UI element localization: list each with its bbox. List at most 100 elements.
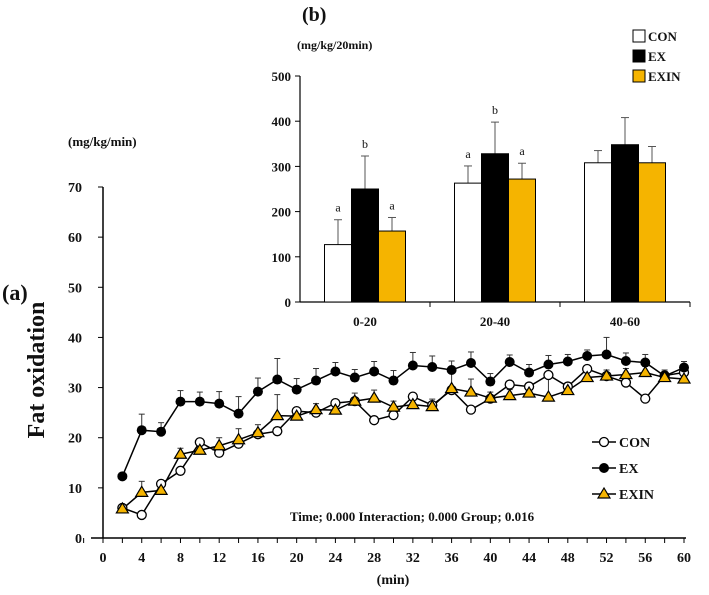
bar-category-label: 40-60 (610, 314, 640, 329)
bar-legend-label: EXIN (648, 69, 681, 84)
legend-marker-ex (599, 463, 609, 473)
bar-ex (351, 188, 379, 303)
bar-ex (611, 144, 639, 303)
point-ex (562, 356, 573, 367)
point-exin (580, 370, 595, 383)
point-exin (444, 381, 459, 394)
x-tick-label: 36 (445, 551, 459, 566)
point-ex (446, 365, 457, 376)
point-con (640, 393, 651, 404)
point-exin (134, 485, 149, 497)
point-exin (347, 393, 362, 406)
stats-annotation: Time; 0.000 Interaction; 0.000 Group; 0.… (290, 509, 535, 524)
x-tick-label: 24 (328, 551, 342, 566)
point-ex (601, 349, 612, 360)
legend-label: EXIN (619, 488, 654, 503)
bar-y-tick-label: 200 (272, 205, 292, 220)
bar-con (454, 182, 482, 303)
legend-swatch-con (632, 29, 646, 43)
x-axis-label: (min) (377, 573, 410, 588)
x-tick-label: 48 (561, 551, 575, 566)
bar-y-tick-label: 0 (285, 295, 292, 310)
x-tick-label: 4 (138, 551, 145, 566)
point-exin (192, 443, 207, 455)
point-ex (233, 408, 244, 419)
point-ex (194, 396, 205, 407)
legend-label: CON (619, 436, 650, 451)
legend-marker-exin (596, 486, 612, 499)
point-exin (502, 388, 517, 401)
legend-label: EX (619, 462, 638, 477)
panel-label-a: (a) (2, 280, 28, 305)
point-ex (311, 375, 322, 386)
point-ex (214, 398, 225, 409)
significance-letter: a (389, 198, 395, 212)
y-tick-label: 20 (68, 432, 82, 447)
point-exin (367, 390, 382, 403)
point-exin (463, 384, 479, 397)
bar-exin (508, 178, 536, 303)
point-exin (289, 408, 304, 421)
panel-label-b: (b) (302, 4, 326, 26)
bar-con (324, 244, 352, 303)
legend-swatch-exin (632, 69, 646, 83)
bar-exin (638, 162, 666, 303)
point-ex (543, 359, 554, 370)
significance-letter: b (362, 137, 368, 151)
x-tick-label: 8 (177, 551, 184, 566)
point-con (620, 377, 632, 388)
point-ex (156, 426, 167, 437)
x-tick-label: 40 (483, 551, 497, 566)
significance-letter: a (465, 147, 471, 161)
point-con (388, 409, 399, 421)
point-ex (117, 471, 128, 482)
bar-y-tick-label: 300 (272, 159, 292, 174)
point-exin (270, 408, 285, 421)
point-ex (291, 384, 302, 395)
point-exin (405, 397, 420, 410)
point-con (465, 404, 477, 415)
point-exin (522, 385, 537, 398)
y-axis-label: Fat oxidation (24, 302, 50, 439)
point-exin (308, 402, 324, 415)
point-exin (599, 368, 614, 381)
point-ex (504, 356, 515, 367)
y-tick-label: 0 (75, 532, 82, 547)
y-tick-label: 40 (68, 331, 82, 346)
point-ex (175, 396, 186, 407)
bar-legend-label: CON (648, 29, 678, 44)
point-con (175, 465, 186, 476)
point-exin (638, 365, 653, 378)
point-ex (485, 376, 496, 387)
point-ex (640, 357, 651, 368)
x-tick-label: 56 (638, 551, 652, 566)
point-ex (388, 375, 399, 386)
bar-y-tick-label: 400 (272, 114, 292, 129)
x-tick-label: 20 (290, 551, 304, 566)
line-ex (121, 353, 685, 477)
x-tick-label: 28 (367, 551, 381, 566)
y-tick-label: 10 (68, 482, 82, 497)
point-exin (173, 447, 188, 459)
y-tick-label: 50 (68, 281, 82, 296)
bar-legend-label: EX (648, 49, 667, 64)
point-exin (212, 438, 227, 451)
point-exin (657, 370, 672, 383)
point-ex (407, 360, 418, 371)
point-ex (465, 358, 476, 369)
point-ex (330, 366, 341, 377)
bar-con (584, 162, 612, 303)
y-tick-label: 70 (68, 181, 82, 196)
point-ex (427, 362, 438, 373)
bar-category-label: 20-40 (480, 314, 510, 329)
unit-label-a: (mg/kg/min) (68, 134, 137, 149)
point-ex (620, 355, 631, 366)
bar-exin (378, 230, 406, 303)
point-exin (676, 371, 692, 384)
point-exin (231, 432, 246, 445)
point-ex (369, 366, 380, 377)
x-tick-label: 0 (100, 551, 107, 566)
bar-category-label: 0-20 (353, 314, 377, 329)
